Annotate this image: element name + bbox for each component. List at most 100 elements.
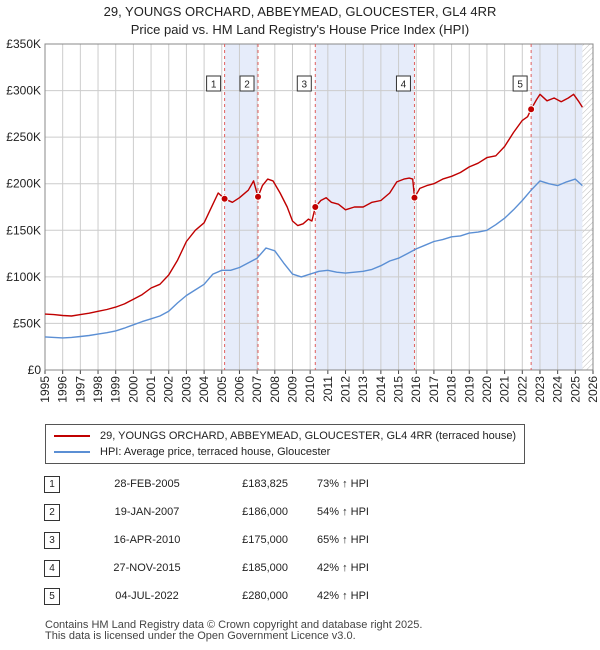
sale-price: £186,000 — [242, 506, 288, 518]
forecast-hatch — [582, 44, 593, 370]
sale-date: 19-JAN-2007 — [114, 506, 180, 518]
sale-point — [220, 194, 229, 203]
y-tick-label: £300K — [6, 84, 41, 98]
sale-marker-box — [296, 75, 312, 92]
x-tick-label: 2019 — [462, 376, 476, 403]
table-row: 2 19-JAN-2007 £186,000 54% ↑ HPI — [44, 498, 398, 526]
footer-line1: Contains HM Land Registry data © Crown c… — [45, 619, 423, 631]
x-tick-label: 2003 — [179, 376, 193, 403]
sale-hpi-change: 42% ↑ HPI — [317, 562, 369, 574]
sale-hpi-change: 65% ↑ HPI — [317, 534, 369, 546]
y-tick-label: £350K — [6, 37, 41, 51]
table-row: 1 28-FEB-2005 £183,825 73% ↑ HPI — [44, 470, 398, 498]
shaded-range — [531, 44, 583, 370]
sale-number-badge: 1 — [44, 475, 60, 493]
x-tick-label: 2025 — [568, 376, 582, 403]
shaded-range — [224, 44, 259, 370]
sale-date: 04-JUL-2022 — [115, 590, 179, 602]
sale-hpi-change: 42% ↑ HPI — [317, 590, 369, 602]
x-tick-label: 2006 — [232, 376, 246, 403]
sale-number-badge: 2 — [44, 503, 60, 521]
sale-price: £185,000 — [242, 562, 288, 574]
sale-point — [410, 193, 419, 202]
sales-table: 1 28-FEB-2005 £183,825 73% ↑ HPI 2 19-JA… — [44, 470, 398, 610]
x-tick-label: 1999 — [109, 376, 123, 403]
sale-marker-box — [239, 75, 255, 92]
y-tick-label: £150K — [6, 223, 41, 237]
legend-swatch-hpi — [54, 451, 90, 453]
x-tick-label: 2018 — [445, 376, 459, 403]
sale-date: 28-FEB-2005 — [114, 478, 180, 490]
x-tick-label: 2002 — [162, 376, 176, 403]
sale-date: 27-NOV-2015 — [113, 562, 181, 574]
x-tick-label: 2011 — [321, 376, 335, 402]
legend-swatch-property — [54, 435, 90, 437]
hpi-line — [44, 178, 583, 339]
legend-label-hpi: HPI: Average price, terraced house, Glou… — [100, 446, 331, 458]
sale-hpi-change: 73% ↑ HPI — [317, 478, 369, 490]
x-tick-label: 2010 — [303, 376, 317, 403]
sale-marker-number: 4 — [401, 80, 407, 91]
sale-number-badge: 4 — [44, 559, 60, 577]
x-tick-label: 2021 — [498, 376, 512, 403]
sale-marker-number: 2 — [244, 80, 250, 91]
footer-line2: This data is licensed under the Open Gov… — [45, 630, 356, 642]
x-tick-label: 1995 — [38, 376, 52, 403]
x-tick-label: 2004 — [197, 376, 211, 403]
x-tick-label: 1997 — [73, 376, 87, 403]
y-tick-label: £50K — [13, 316, 41, 330]
y-tick-label: £200K — [6, 177, 41, 191]
x-tick-label: 2023 — [533, 376, 547, 403]
sale-number-badge: 5 — [44, 587, 60, 605]
legend-label-property: 29, YOUNGS ORCHARD, ABBEYMEAD, GLOUCESTE… — [100, 430, 517, 442]
sale-price: £175,000 — [242, 534, 288, 546]
property-price-line — [44, 93, 583, 317]
price-chart: £0 £50K £100K £150K £200K £250K £300K £350K 1995… — [6, 37, 600, 403]
x-tick-label: 2012 — [339, 376, 353, 403]
x-tick-label: 2022 — [515, 376, 529, 403]
chart-title-line1: 29, YOUNGS ORCHARD, ABBEYMEAD, GLOUCESTE… — [103, 4, 497, 19]
sale-marker-number: 5 — [517, 80, 523, 91]
chart-title-line2: Price paid vs. HM Land Registry's House … — [130, 22, 470, 37]
x-tick-label: 2016 — [409, 376, 423, 403]
sale-price: £183,825 — [242, 478, 288, 490]
x-tick-label: 2015 — [392, 376, 406, 403]
chart-legend: 29, YOUNGS ORCHARD, ABBEYMEAD, GLOUCESTE… — [45, 424, 525, 464]
sale-marker-number: 1 — [211, 80, 217, 91]
x-tick-label: 2005 — [215, 376, 229, 403]
footer-attribution: Contains HM Land Registry data © Crown c… — [45, 620, 422, 642]
x-tick-label: 2026 — [586, 376, 600, 403]
table-row: 5 04-JUL-2022 £280,000 42% ↑ HPI — [44, 582, 398, 610]
sale-marker-box — [206, 75, 222, 92]
x-tick-label: 2013 — [356, 376, 370, 403]
sale-marker-box — [512, 75, 528, 92]
sale-price: £280,000 — [242, 590, 288, 602]
x-tick-label: 2020 — [480, 376, 494, 403]
x-tick-label: 2008 — [268, 376, 282, 403]
table-row: 3 16-APR-2010 £175,000 65% ↑ HPI — [44, 526, 398, 554]
x-tick-label: 2000 — [126, 376, 140, 403]
y-tick-label: £100K — [6, 270, 41, 284]
plot-frame — [44, 43, 594, 371]
sale-point — [527, 105, 536, 114]
sale-marker-box — [395, 75, 411, 92]
sale-point — [311, 203, 320, 211]
x-tick-label: 1996 — [56, 376, 70, 403]
sale-hpi-change: 54% ↑ HPI — [317, 506, 369, 518]
table-row: 4 27-NOV-2015 £185,000 42% ↑ HPI — [44, 554, 398, 582]
x-tick-label: 2007 — [250, 376, 264, 403]
sale-date: 16-APR-2010 — [113, 534, 181, 546]
x-tick-label: 2017 — [427, 376, 441, 403]
shaded-range — [315, 44, 415, 370]
legend-item-hpi: HPI: Average price, terraced house, Glou… — [54, 444, 330, 460]
y-tick-label: £0 — [28, 363, 42, 377]
sale-marker-number: 3 — [302, 80, 308, 91]
y-tick-label: £250K — [6, 130, 41, 144]
sale-point — [254, 192, 263, 201]
x-tick-label: 2024 — [551, 376, 565, 403]
legend-item-property: 29, YOUNGS ORCHARD, ABBEYMEAD, GLOUCESTE… — [54, 428, 516, 444]
x-tick-label: 2009 — [285, 376, 299, 403]
x-tick-label: 2014 — [374, 376, 388, 403]
sale-number-badge: 3 — [44, 531, 60, 549]
x-tick-label: 2001 — [144, 376, 158, 403]
